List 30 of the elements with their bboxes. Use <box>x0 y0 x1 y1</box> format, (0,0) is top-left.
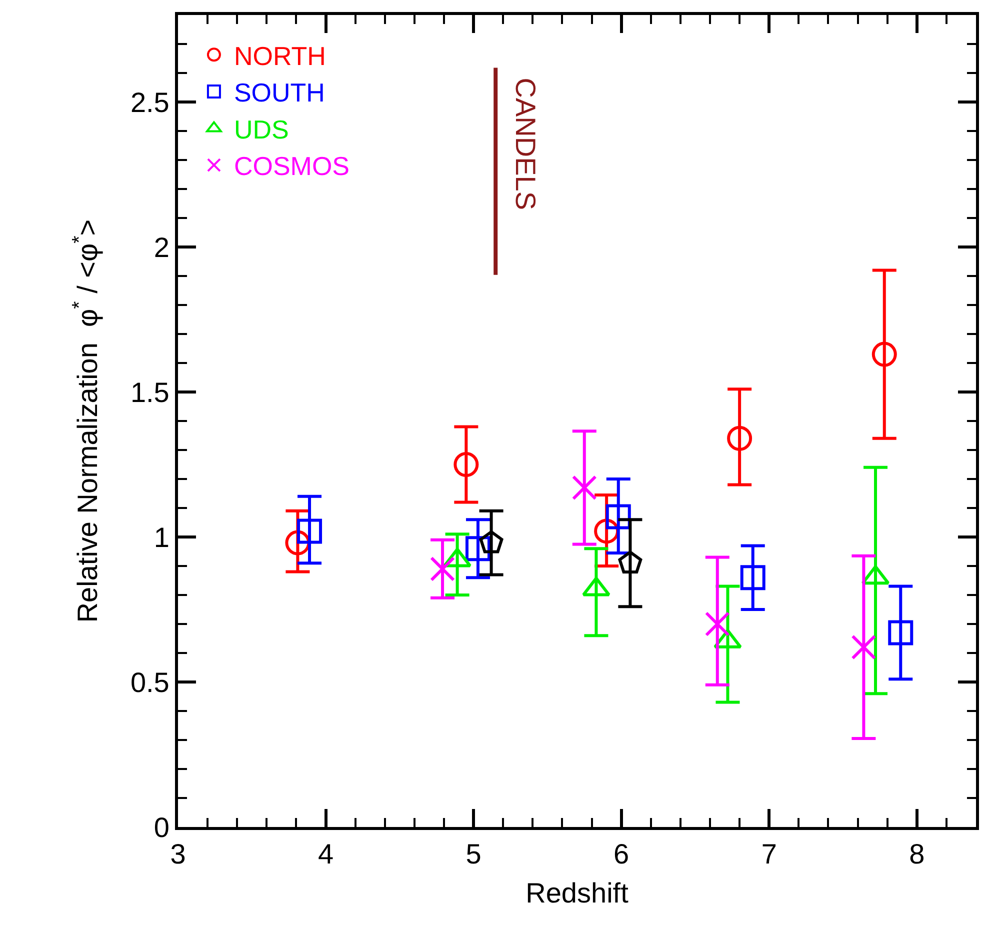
legend-label: NORTH <box>234 40 326 71</box>
point <box>479 530 504 554</box>
x-tick-label: 3 <box>170 838 186 870</box>
point <box>727 426 752 451</box>
point <box>454 452 479 477</box>
y-tick-label: 0 <box>154 812 170 843</box>
x-tick-label: 4 <box>318 838 334 870</box>
y-tick-label: 0.5 <box>130 666 170 698</box>
x-tick-label: 8 <box>909 838 925 870</box>
y-tick-label: 1.5 <box>130 376 170 408</box>
point <box>297 518 322 544</box>
point <box>740 565 766 590</box>
x-tick-label: 5 <box>466 838 482 870</box>
annotation: CANDELS <box>510 78 542 210</box>
point <box>572 475 597 500</box>
point <box>430 556 456 582</box>
y-tick-label: 1 <box>154 522 170 553</box>
point <box>618 550 642 574</box>
point <box>888 620 914 646</box>
point <box>851 634 876 660</box>
point <box>872 342 897 367</box>
legend-label: COSMOS <box>234 151 350 182</box>
x-axis-title: Redshift <box>526 878 629 909</box>
y-tick-label: 2.5 <box>130 86 170 118</box>
point <box>704 612 730 636</box>
legend-label: UDS <box>234 114 289 144</box>
x-tick-label: 7 <box>761 838 777 870</box>
legend-label: SOUTH <box>234 78 325 108</box>
y-tick-label: 2 <box>154 232 170 263</box>
x-tick-label: 6 <box>614 838 630 870</box>
